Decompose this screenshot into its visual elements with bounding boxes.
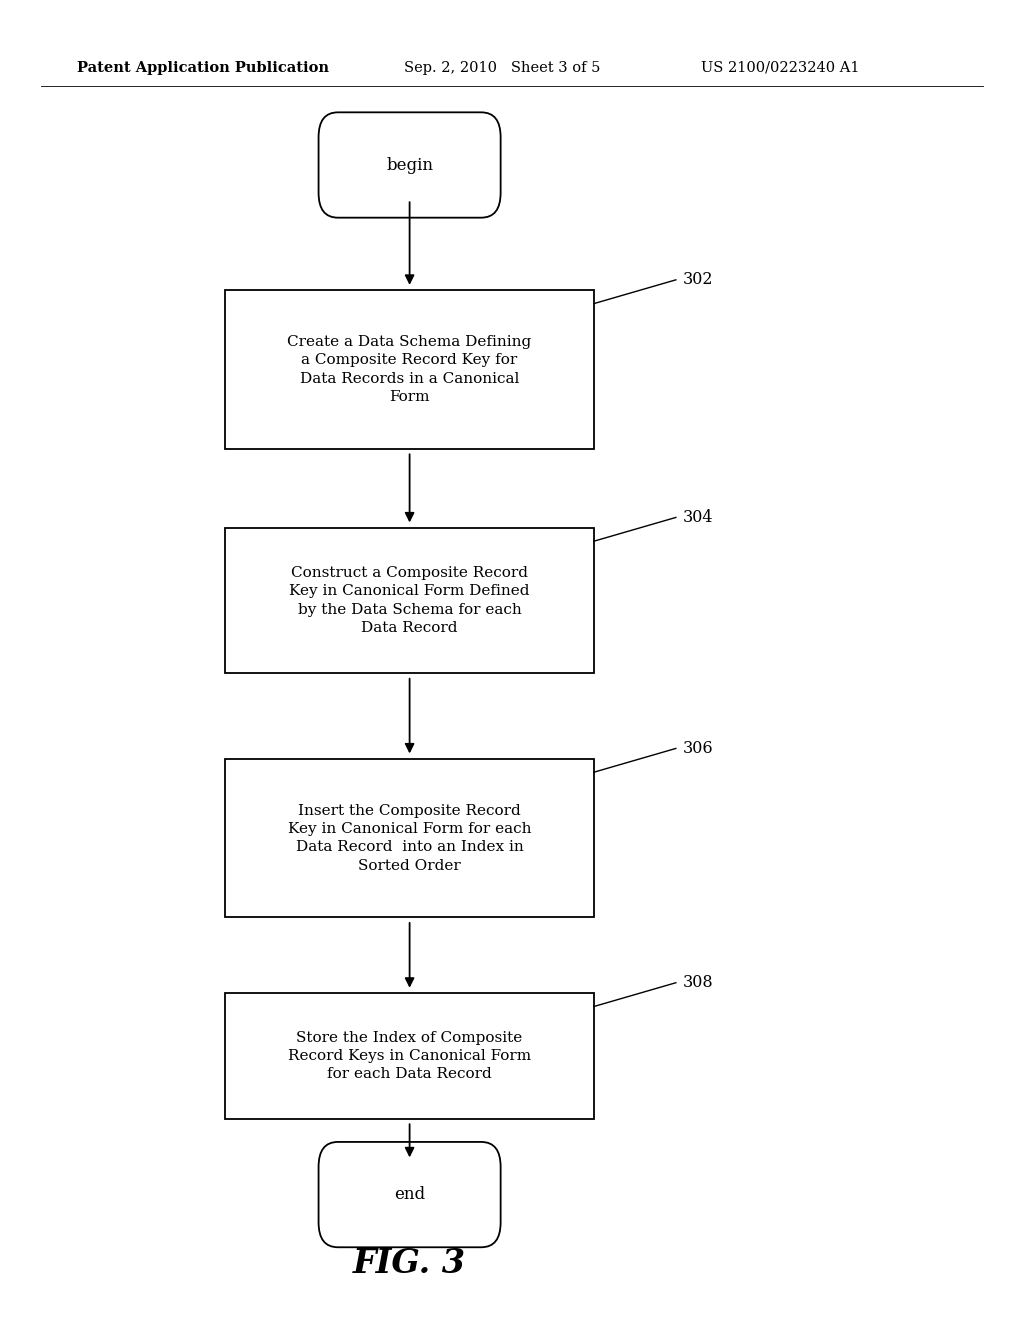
- Text: Construct a Composite Record
Key in Canonical Form Defined
by the Data Schema fo: Construct a Composite Record Key in Cano…: [290, 566, 529, 635]
- Text: Patent Application Publication: Patent Application Publication: [77, 61, 329, 75]
- Text: FIG. 3: FIG. 3: [353, 1247, 466, 1280]
- Text: US 2100/0223240 A1: US 2100/0223240 A1: [701, 61, 860, 75]
- Text: Create a Data Schema Defining
a Composite Record Key for
Data Records in a Canon: Create a Data Schema Defining a Composit…: [288, 335, 531, 404]
- Bar: [225, 528, 594, 673]
- FancyBboxPatch shape: [318, 1142, 501, 1247]
- Text: 308: 308: [683, 974, 714, 991]
- Text: 306: 306: [683, 741, 714, 756]
- Text: 304: 304: [683, 510, 714, 525]
- Bar: [225, 759, 594, 917]
- Text: 302: 302: [683, 272, 714, 288]
- Text: Store the Index of Composite
Record Keys in Canonical Form
for each Data Record: Store the Index of Composite Record Keys…: [288, 1031, 531, 1081]
- Text: end: end: [394, 1187, 425, 1203]
- FancyBboxPatch shape: [318, 112, 501, 218]
- Bar: [225, 290, 594, 449]
- Text: Sep. 2, 2010   Sheet 3 of 5: Sep. 2, 2010 Sheet 3 of 5: [404, 61, 601, 75]
- Text: begin: begin: [386, 157, 433, 173]
- Bar: [225, 993, 594, 1118]
- Text: Insert the Composite Record
Key in Canonical Form for each
Data Record  into an : Insert the Composite Record Key in Canon…: [288, 804, 531, 873]
